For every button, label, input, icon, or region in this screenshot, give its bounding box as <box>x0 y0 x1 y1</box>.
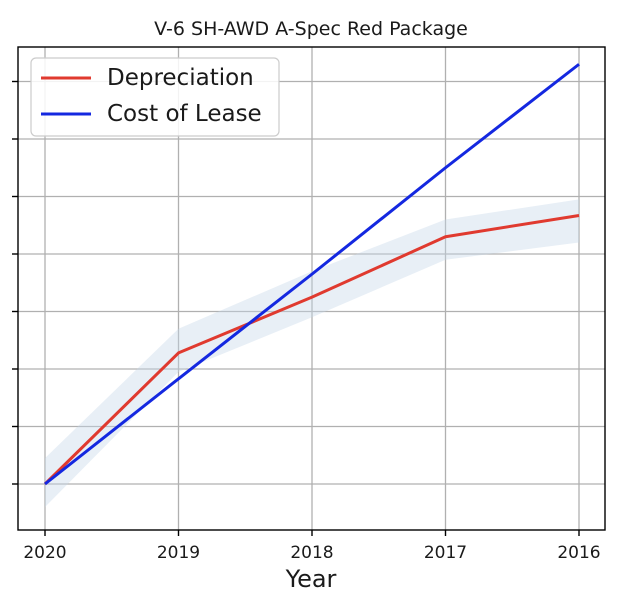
x-tick-label: 2019 <box>157 543 200 563</box>
confidence-bands <box>45 199 579 507</box>
legend-box <box>30 57 280 137</box>
series-line-depreciation <box>43 213 580 486</box>
series-lines <box>43 63 580 486</box>
x-axis-label: Year <box>285 565 337 593</box>
x-tick-label: 2016 <box>557 543 600 563</box>
legend-label-depreciation: Depreciation <box>107 65 254 91</box>
chart-title: V-6 SH-AWD A-Spec Red Package <box>154 18 468 40</box>
band-depreciation <box>45 199 579 507</box>
x-tick-label: 2018 <box>290 543 333 563</box>
series-line-cost-of-lease <box>44 63 580 486</box>
x-tick-label: 2020 <box>23 543 66 563</box>
x-tick-label: 2017 <box>424 543 467 563</box>
grid-lines <box>18 47 605 530</box>
legend-label-cost-of-lease: Cost of Lease <box>107 101 262 127</box>
legend: Depreciation Cost of Lease <box>30 57 280 137</box>
x-tick-labels: 2020 2019 2018 2017 2016 <box>23 543 600 563</box>
axis-ticks <box>12 80 580 536</box>
